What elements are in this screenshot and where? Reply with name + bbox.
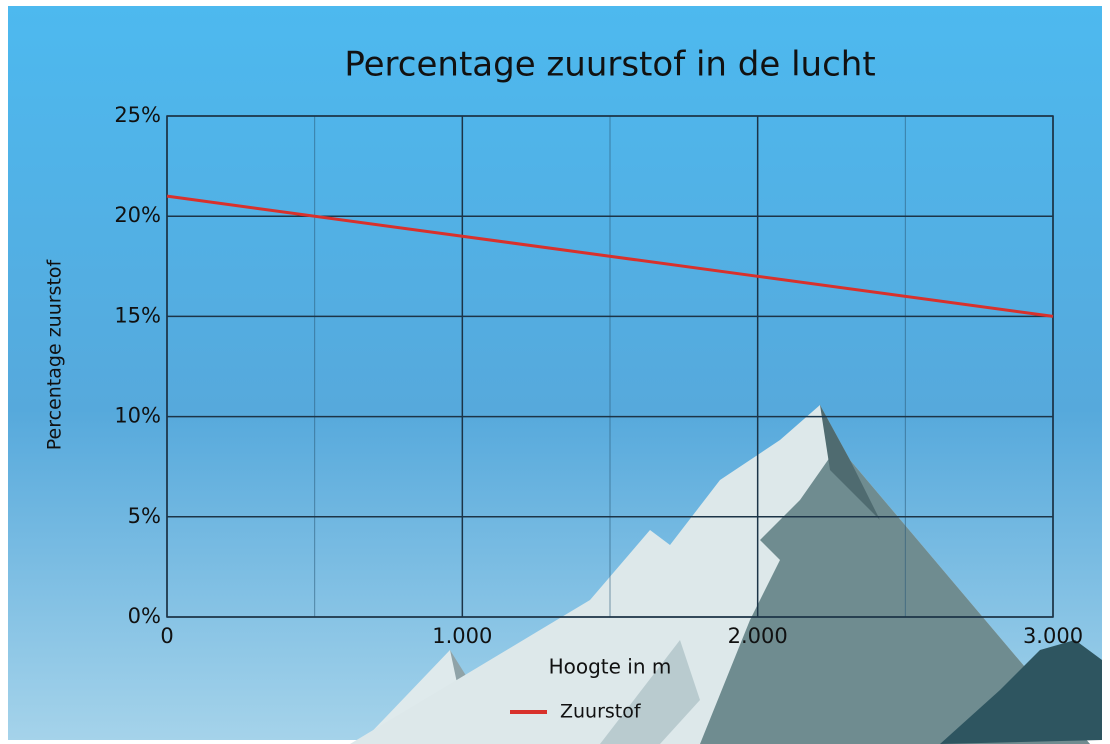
x-axis-label: Hoogte in m xyxy=(549,655,672,679)
y-tick-label: 5% xyxy=(128,504,161,528)
chart-title: Percentage zuurstof in de lucht xyxy=(344,45,875,85)
page: Percentage zuurstof in de lucht Percenta… xyxy=(0,0,1110,744)
y-tick-label: 10% xyxy=(114,404,161,428)
x-tick-label: 0 xyxy=(160,624,173,648)
y-tick-label: 20% xyxy=(114,203,161,227)
legend-label: Zuurstof xyxy=(560,701,642,723)
y-axis-label: Percentage zuurstof xyxy=(44,258,66,450)
chart: Percentage zuurstof in de lucht Percenta… xyxy=(0,0,1110,744)
y-tick-label: 25% xyxy=(114,103,161,127)
x-tick-label: 1.000 xyxy=(432,624,492,648)
y-tick-label: 15% xyxy=(114,303,161,327)
x-tick-label: 2.000 xyxy=(728,624,788,648)
x-tick-label: 3.000 xyxy=(1023,624,1083,648)
y-tick-label: 0% xyxy=(128,604,161,628)
